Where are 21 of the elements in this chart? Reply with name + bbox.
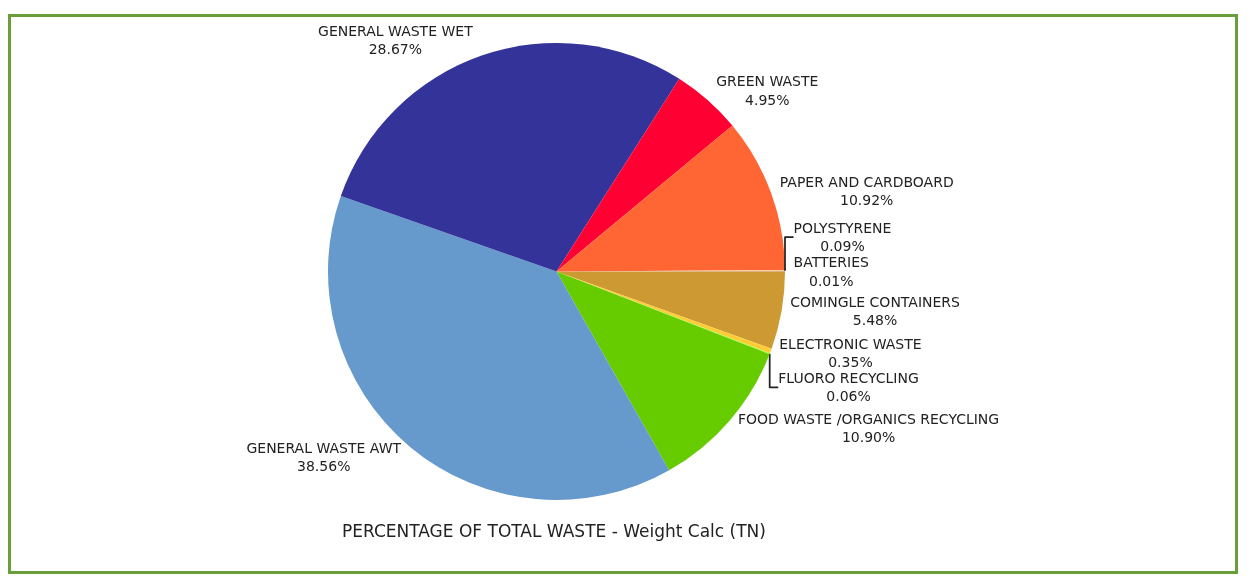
slice-label: COMINGLE CONTAINERS bbox=[790, 294, 961, 311]
slice-label: PAPER AND CARDBOARD bbox=[779, 174, 954, 191]
slice-label: FOOD WASTE /ORGANICS RECYCLING bbox=[737, 411, 1000, 428]
data-label: 38.56% bbox=[297, 458, 351, 475]
data-label: 10.90% bbox=[841, 429, 896, 446]
slice-label: BATTERIES bbox=[793, 254, 870, 271]
slice-label: GENERAL WASTE WET bbox=[318, 23, 474, 40]
text: PERCENTAGE OF TOTAL WASTE - Weight Calc (TN) bbox=[341, 520, 766, 541]
data-label: 5.48% bbox=[852, 312, 898, 329]
slice-label: ELECTRONIC WASTE bbox=[779, 335, 922, 352]
data-label: 0.09% bbox=[820, 238, 865, 255]
slice-label: FLUORO RECYCLING bbox=[778, 370, 919, 387]
data-label: 10.92% bbox=[840, 192, 894, 209]
data-label: 0.01% bbox=[809, 272, 854, 289]
slice-label: POLYSTYRENE bbox=[793, 220, 892, 237]
slice-label: GENERAL WASTE AWT bbox=[246, 439, 402, 456]
data-label: 4.95% bbox=[745, 91, 790, 108]
data-label: 0.06% bbox=[826, 388, 871, 405]
data-label: 28.67% bbox=[368, 41, 423, 58]
data-label: 0.35% bbox=[828, 354, 873, 371]
slice-label: GREEN WASTE bbox=[716, 73, 819, 90]
